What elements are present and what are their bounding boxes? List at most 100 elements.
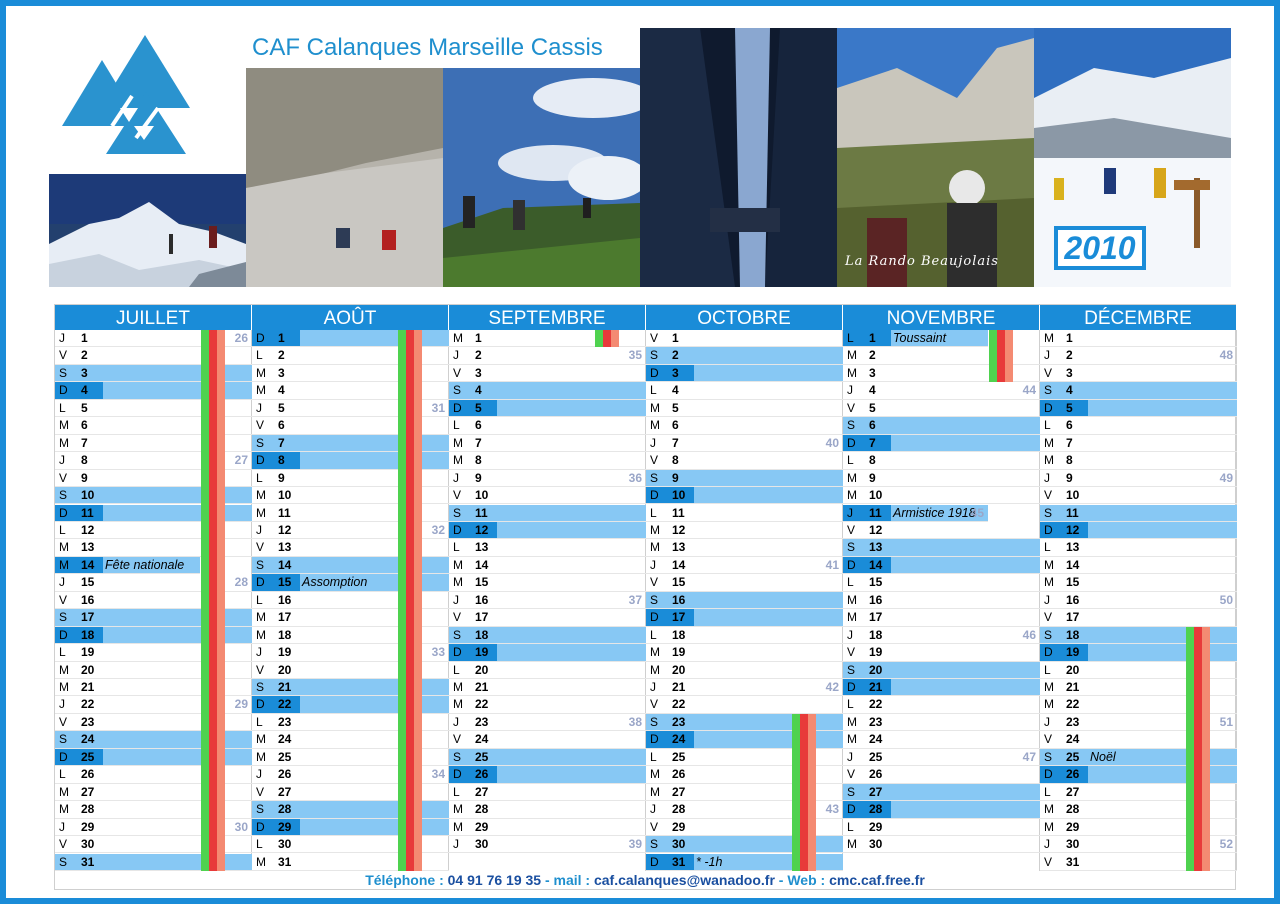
day-row[interactable]: J 19 33 [252, 644, 449, 662]
day-row[interactable]: M 24 [843, 731, 1040, 749]
day-row[interactable]: M 12 [646, 522, 843, 540]
day-row[interactable]: S 27 [843, 783, 1040, 802]
day-row[interactable]: J 21 42 [646, 679, 843, 697]
day-row[interactable]: M 29 [1040, 819, 1237, 837]
day-row[interactable]: J 4 44 [843, 382, 1040, 400]
day-row[interactable]: M 15 [449, 574, 646, 592]
day-row[interactable]: L 1 Toussaint [843, 330, 988, 348]
day-row[interactable]: V 19 [843, 644, 1040, 662]
day-row[interactable]: V 24 [1040, 731, 1237, 749]
day-row[interactable]: M 23 [843, 714, 1040, 732]
day-row[interactable]: V 20 [252, 662, 449, 679]
day-row[interactable]: D 14 [843, 556, 1040, 575]
day-row[interactable]: V 30 [55, 836, 252, 854]
day-row[interactable]: J 11 Armistice 1918 45 [843, 504, 988, 522]
day-row[interactable]: V 16 [55, 592, 252, 610]
day-row[interactable]: S 11 [449, 504, 646, 522]
day-row[interactable]: S 11 [1040, 504, 1237, 522]
day-row[interactable]: M 10 [843, 487, 1040, 505]
day-row[interactable]: M 19 [646, 644, 843, 662]
day-row[interactable]: M 14 Fête nationale [55, 556, 200, 575]
day-row[interactable]: V 24 [449, 731, 646, 749]
day-row[interactable]: J 9 36 [449, 470, 646, 488]
day-row[interactable]: V 15 [646, 574, 843, 592]
day-row[interactable]: M 17 [252, 609, 449, 627]
day-row[interactable]: J 30 52 [1040, 836, 1237, 854]
day-row[interactable]: M 21 [55, 679, 252, 697]
day-row[interactable]: J 9 49 [1040, 470, 1237, 488]
day-row[interactable]: L 26 [55, 766, 252, 784]
day-row[interactable]: M 30 [843, 836, 1040, 854]
day-row[interactable]: S 20 [843, 661, 1040, 679]
day-row[interactable]: J 12 32 [252, 522, 449, 540]
day-row[interactable]: M 24 [252, 731, 449, 749]
day-row[interactable]: M 28 [55, 801, 252, 819]
day-row[interactable]: V 27 [252, 784, 449, 802]
day-row[interactable]: M 28 [1040, 801, 1237, 819]
day-row[interactable]: L 13 [449, 539, 646, 557]
day-row[interactable]: M 15 [1040, 574, 1237, 592]
day-row[interactable]: M 16 [843, 592, 1040, 610]
day-row[interactable]: D 28 [843, 801, 1040, 819]
day-row[interactable]: J 18 46 [843, 627, 1040, 645]
day-row[interactable]: M 27 [646, 784, 843, 802]
day-row[interactable]: V 10 [1040, 487, 1237, 505]
web-address[interactable]: cmc.caf.free.fr [829, 872, 925, 888]
day-row[interactable]: J 22 29 [55, 696, 252, 714]
day-row[interactable]: M 20 [55, 662, 252, 679]
day-row[interactable]: V 17 [1040, 609, 1237, 627]
day-row[interactable]: D 10 [646, 487, 843, 505]
day-row[interactable]: L 23 [252, 714, 449, 732]
day-row[interactable]: M 29 [449, 819, 646, 837]
day-row[interactable]: L 18 [646, 627, 843, 645]
day-row[interactable]: V 29 [646, 819, 843, 837]
day-row[interactable]: D 12 [449, 521, 646, 540]
day-row[interactable]: J 7 40 [646, 435, 843, 453]
day-row[interactable]: J 8 27 [55, 452, 252, 470]
day-row[interactable]: J 25 47 [843, 749, 1040, 767]
day-row[interactable]: M 18 [252, 627, 449, 645]
day-row[interactable]: L 12 [55, 522, 252, 540]
day-row[interactable]: M 28 [449, 801, 646, 819]
day-row[interactable]: D 19 [449, 644, 646, 662]
day-row[interactable]: S 18 [449, 626, 646, 645]
day-row[interactable]: V 31 [1040, 854, 1237, 871]
day-row[interactable]: J 2 48 [1040, 347, 1237, 365]
day-row[interactable]: M 14 [449, 557, 646, 575]
day-row[interactable]: J 1 26 [55, 330, 252, 348]
day-row[interactable]: S 13 [843, 539, 1040, 557]
day-row[interactable]: M 20 [646, 662, 843, 679]
day-row[interactable]: M 25 [252, 749, 449, 767]
day-row[interactable]: M 21 [1040, 679, 1237, 697]
day-row[interactable]: D 17 [646, 609, 843, 627]
day-row[interactable]: J 14 41 [646, 557, 843, 575]
